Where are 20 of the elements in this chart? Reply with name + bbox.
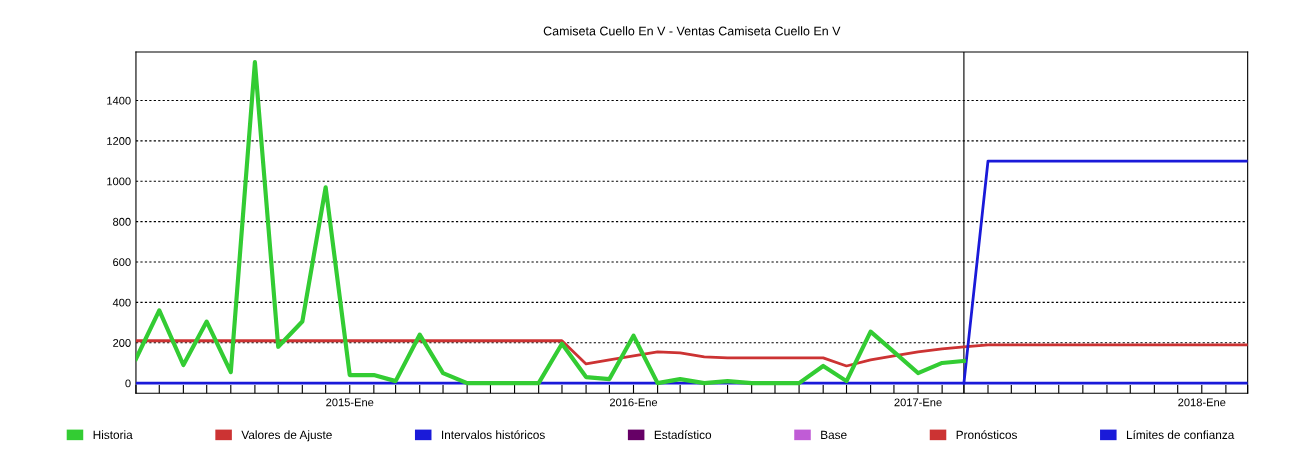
legend-label: Estadístico bbox=[654, 430, 712, 440]
y-tick-label: 200 bbox=[113, 339, 131, 347]
chart-title: Camiseta Cuello En V - Ventas Camiseta Cuello En V bbox=[543, 26, 841, 36]
y-tick-label: 400 bbox=[112, 298, 131, 307]
y-tick-label: 800 bbox=[113, 217, 131, 226]
y-tick-label: 1000 bbox=[107, 177, 131, 186]
y-tick-label: 0 bbox=[125, 379, 131, 388]
x-tick-label: 2015-Ene bbox=[326, 398, 374, 407]
x-tick-label: 2018-Ene bbox=[1178, 398, 1226, 407]
legend-label: Límites de confianza bbox=[1126, 430, 1235, 440]
y-tick-label: 600 bbox=[113, 258, 131, 267]
x-tick-label: 2017-Ene bbox=[894, 398, 942, 407]
x-tick-label: 2016-Ene bbox=[609, 398, 658, 407]
legend-label: Valores de Ajuste bbox=[241, 430, 332, 442]
legend-label: Intervalos históricos bbox=[442, 430, 545, 440]
legend-label: Base bbox=[821, 430, 847, 440]
y-tick-label: 1400 bbox=[107, 96, 131, 105]
legend-label: Historia bbox=[93, 430, 133, 440]
legend-label: Pronósticos bbox=[956, 430, 1017, 440]
y-tick-label: 1200 bbox=[107, 137, 131, 145]
